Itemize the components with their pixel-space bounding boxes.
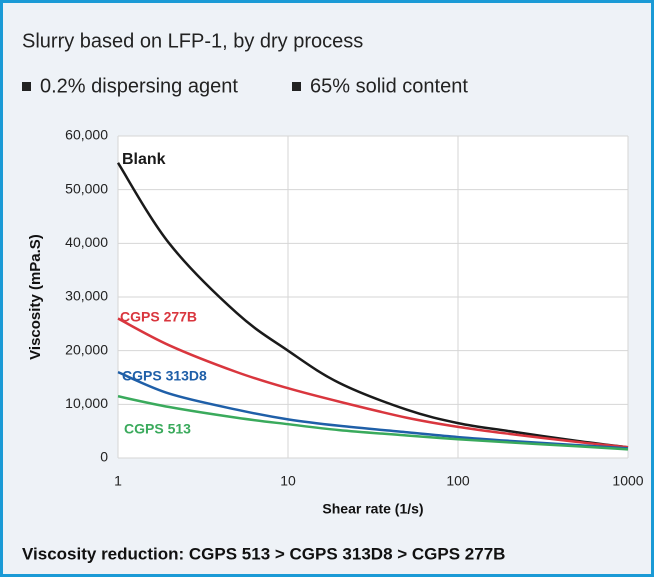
y-tick-label: 60,000 [65,127,108,143]
y-axis-label: Viscosity (mPa.S) [27,234,44,360]
x-axis-label: Shear rate (1/s) [322,501,423,517]
series-line [116,162,629,449]
bullet [22,82,31,91]
y-tick-label: 40,000 [65,234,108,250]
x-tick-label: 10 [280,473,296,489]
series-label: CGPS 513 [124,421,191,437]
series-label: CGPS 277B [120,309,197,325]
bullet [292,82,301,91]
y-tick-label: 20,000 [65,341,108,357]
x-tick-label: 1 [114,473,122,489]
series-line [117,317,629,449]
series-line [117,395,629,451]
y-tick-label: 10,000 [65,395,108,411]
series-label: CGPS 313D8 [122,368,207,384]
y-tick-label: 50,000 [65,180,108,196]
series-line [117,370,629,450]
chart-title: Slurry based on LFP-1, by dry process [22,30,363,52]
x-tick-label: 1000 [612,473,643,489]
series-label: Blank [122,151,166,168]
note: 65% solid content [310,75,468,97]
x-tick-label: 100 [446,473,470,489]
y-tick-label: 0 [100,449,108,465]
note: 0.2% dispersing agent [40,75,238,97]
footer: Viscosity reduction: CGPS 513 > CGPS 313… [22,544,505,563]
y-tick-label: 30,000 [65,288,108,304]
